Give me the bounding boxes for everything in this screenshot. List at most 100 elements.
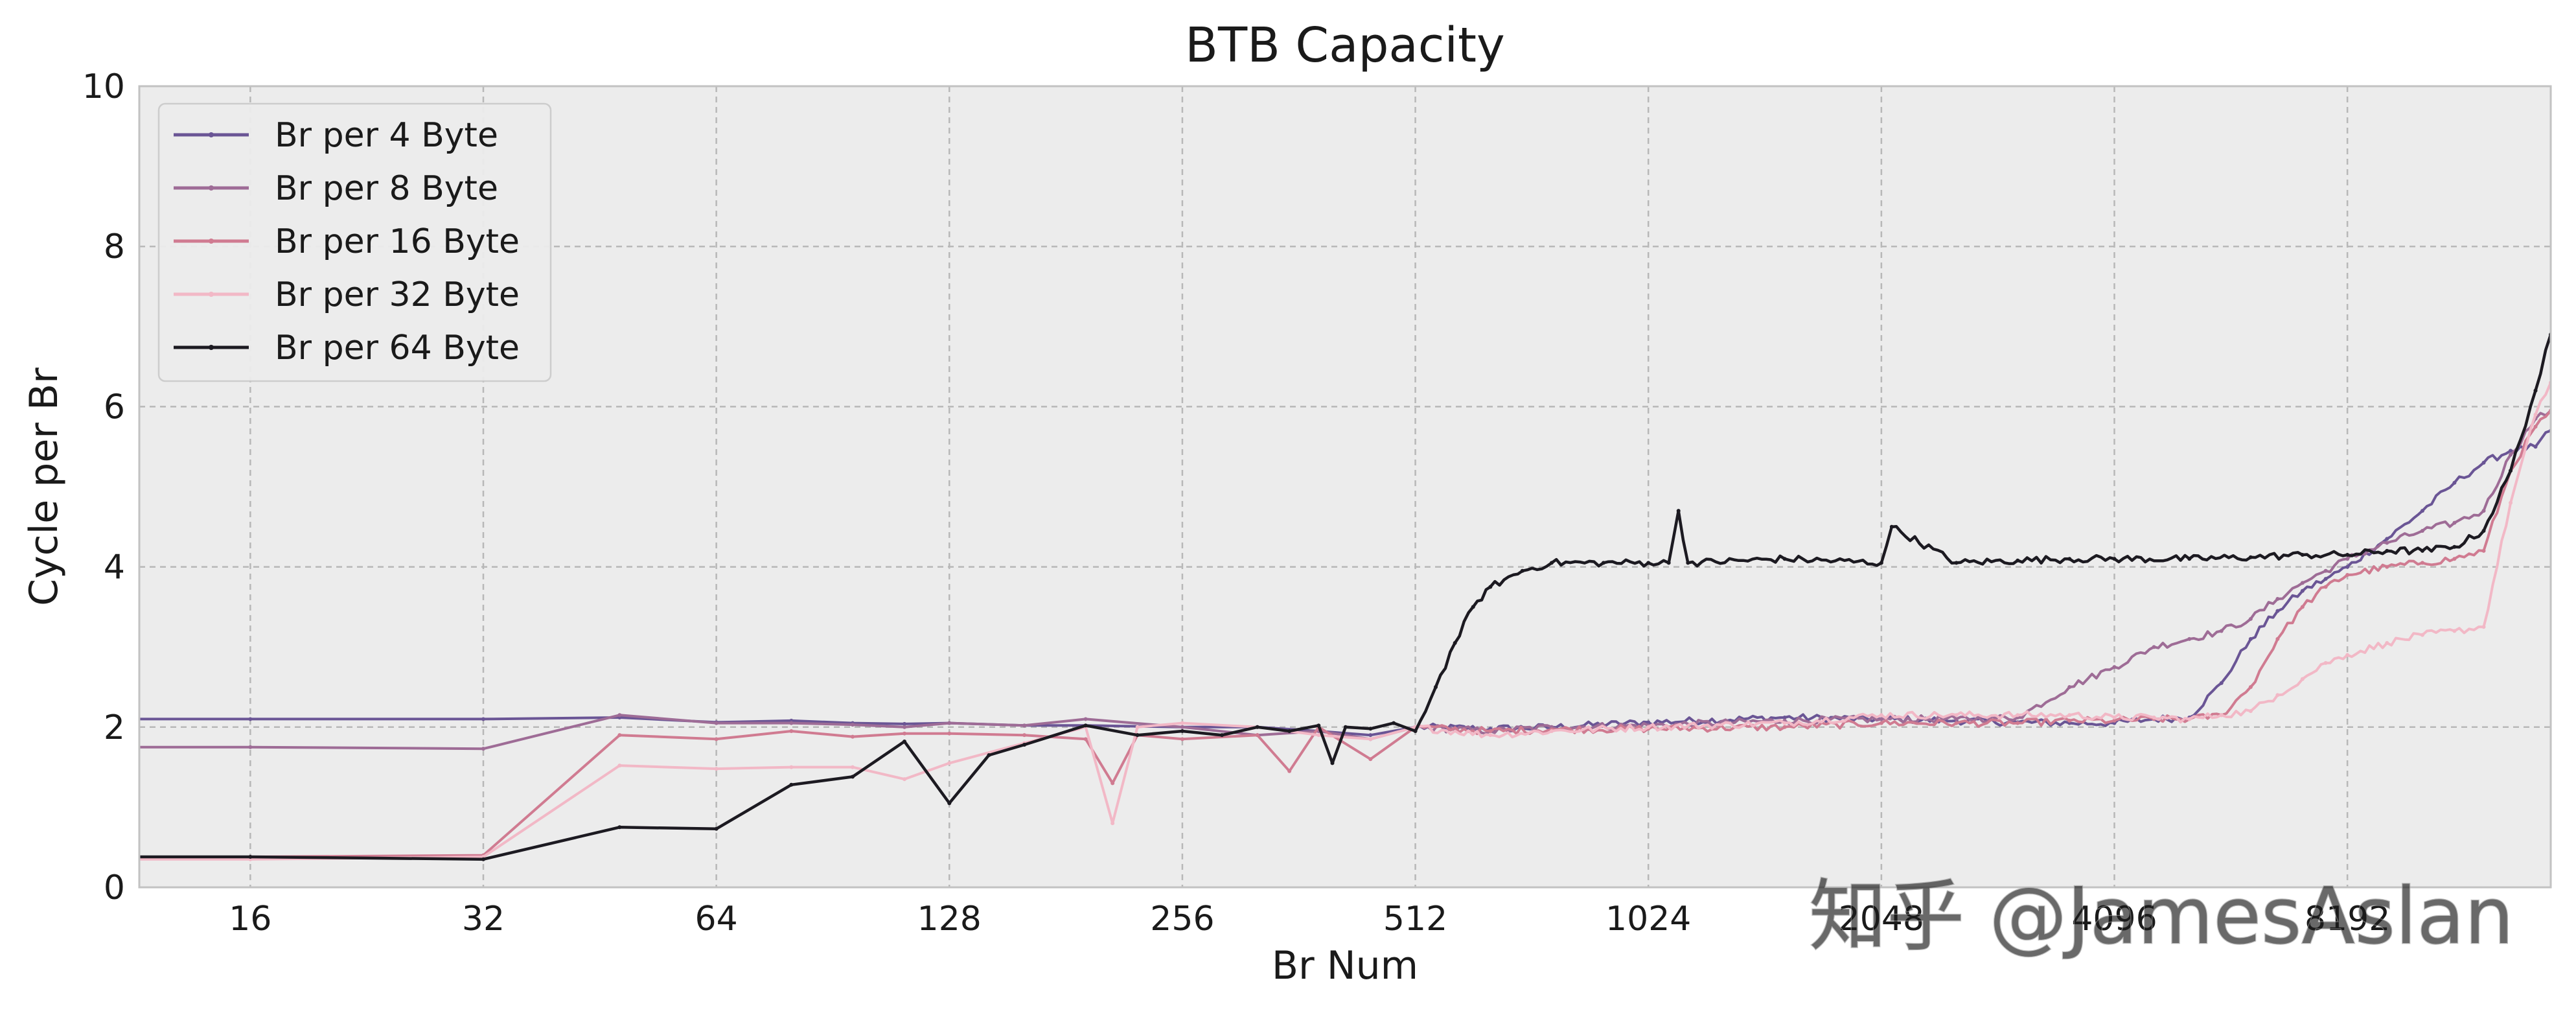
data-point xyxy=(1954,721,1959,725)
data-point xyxy=(2016,721,2020,725)
data-point xyxy=(714,721,719,725)
data-point xyxy=(1782,557,1787,561)
data-point xyxy=(1782,725,1787,729)
x-tick-label: 128 xyxy=(917,900,982,939)
data-point xyxy=(2452,557,2457,561)
data-point xyxy=(2481,625,2486,629)
data-point xyxy=(2067,685,2072,689)
x-tick-label: 512 xyxy=(1383,900,1447,939)
data-point xyxy=(2187,717,2192,721)
data-point xyxy=(1287,729,1292,733)
data-point xyxy=(947,731,952,736)
data-point xyxy=(2016,558,2020,563)
data-point xyxy=(1287,769,1292,773)
data-point xyxy=(714,767,719,771)
x-tick-label: 256 xyxy=(1150,900,1214,939)
data-point xyxy=(1434,685,1438,689)
data-point xyxy=(902,721,906,726)
legend-label: Br per 64 Byte xyxy=(275,329,520,368)
x-axis-label: Br Num xyxy=(1272,943,1418,988)
data-point xyxy=(789,782,794,787)
chart-title: BTB Capacity xyxy=(1185,18,1505,73)
data-point xyxy=(2533,425,2538,429)
legend-marker xyxy=(209,292,214,297)
data-point xyxy=(1453,641,1457,646)
data-point xyxy=(248,745,253,749)
data-point xyxy=(1782,715,1787,719)
data-point xyxy=(1180,729,1184,733)
data-point xyxy=(2323,660,2328,665)
data-point xyxy=(2187,557,2192,561)
data-point xyxy=(1520,568,1524,573)
data-point xyxy=(617,713,622,718)
data-point xyxy=(2345,553,2350,557)
data-point xyxy=(2345,572,2350,577)
data-point xyxy=(2300,677,2305,681)
data-point xyxy=(1954,561,1959,565)
data-point xyxy=(1954,717,1959,721)
data-point xyxy=(2248,709,2253,714)
data-point xyxy=(2385,641,2389,646)
data-point xyxy=(2067,718,2072,723)
y-tick-label: 6 xyxy=(104,388,125,426)
data-point xyxy=(1083,737,1088,741)
y-tick-label: 2 xyxy=(104,708,125,747)
data-point xyxy=(2452,480,2457,485)
legend-box xyxy=(157,102,552,382)
data-point xyxy=(2420,548,2424,553)
data-point xyxy=(2275,609,2280,613)
data-point xyxy=(902,740,906,744)
data-point xyxy=(2112,665,2117,670)
data-point xyxy=(1368,727,1373,731)
x-tick-label: 2048 xyxy=(1839,900,1924,939)
data-point xyxy=(2219,629,2224,633)
data-point xyxy=(2420,633,2424,637)
data-point xyxy=(2345,557,2350,561)
data-point xyxy=(1135,733,1140,738)
y-tick-label: 8 xyxy=(104,228,125,266)
legend-label: Br per 8 Byte xyxy=(275,169,498,208)
data-point xyxy=(248,717,253,721)
data-point xyxy=(1317,723,1321,728)
data-point xyxy=(2187,636,2192,641)
y-tick-label: 4 xyxy=(104,548,125,587)
data-point xyxy=(1676,509,1681,513)
data-point xyxy=(2385,548,2389,553)
data-point xyxy=(2509,469,2513,473)
data-point xyxy=(1368,757,1373,762)
data-point xyxy=(714,826,719,831)
data-point xyxy=(16,717,19,721)
x-tick-label: 32 xyxy=(462,900,505,939)
data-point xyxy=(2112,718,2117,723)
data-point xyxy=(1646,720,1651,725)
data-point xyxy=(1330,761,1335,765)
data-point xyxy=(2275,597,2280,601)
data-point xyxy=(947,721,952,725)
data-point xyxy=(2420,528,2424,533)
data-point xyxy=(2248,555,2253,559)
data-point xyxy=(789,765,794,769)
data-point xyxy=(714,737,719,741)
data-point xyxy=(1317,733,1321,738)
data-point xyxy=(2481,509,2486,513)
data-point xyxy=(789,721,794,725)
data-point xyxy=(1879,721,1883,725)
data-point xyxy=(987,753,991,758)
data-point xyxy=(16,858,19,861)
legend-marker xyxy=(209,185,214,191)
data-point xyxy=(902,725,906,729)
data-point xyxy=(16,855,19,859)
data-point xyxy=(1022,733,1027,738)
data-point xyxy=(2300,553,2305,557)
data-point xyxy=(2481,548,2486,553)
data-point xyxy=(1343,725,1348,729)
plot-frame xyxy=(138,85,2552,889)
data-point xyxy=(2481,460,2486,465)
data-point xyxy=(2452,520,2457,525)
data-point xyxy=(2067,557,2072,561)
data-point xyxy=(902,777,906,782)
data-point xyxy=(1110,781,1115,786)
data-point xyxy=(1135,725,1140,729)
data-point xyxy=(1488,733,1493,738)
x-tick-label: 8192 xyxy=(2305,900,2390,939)
